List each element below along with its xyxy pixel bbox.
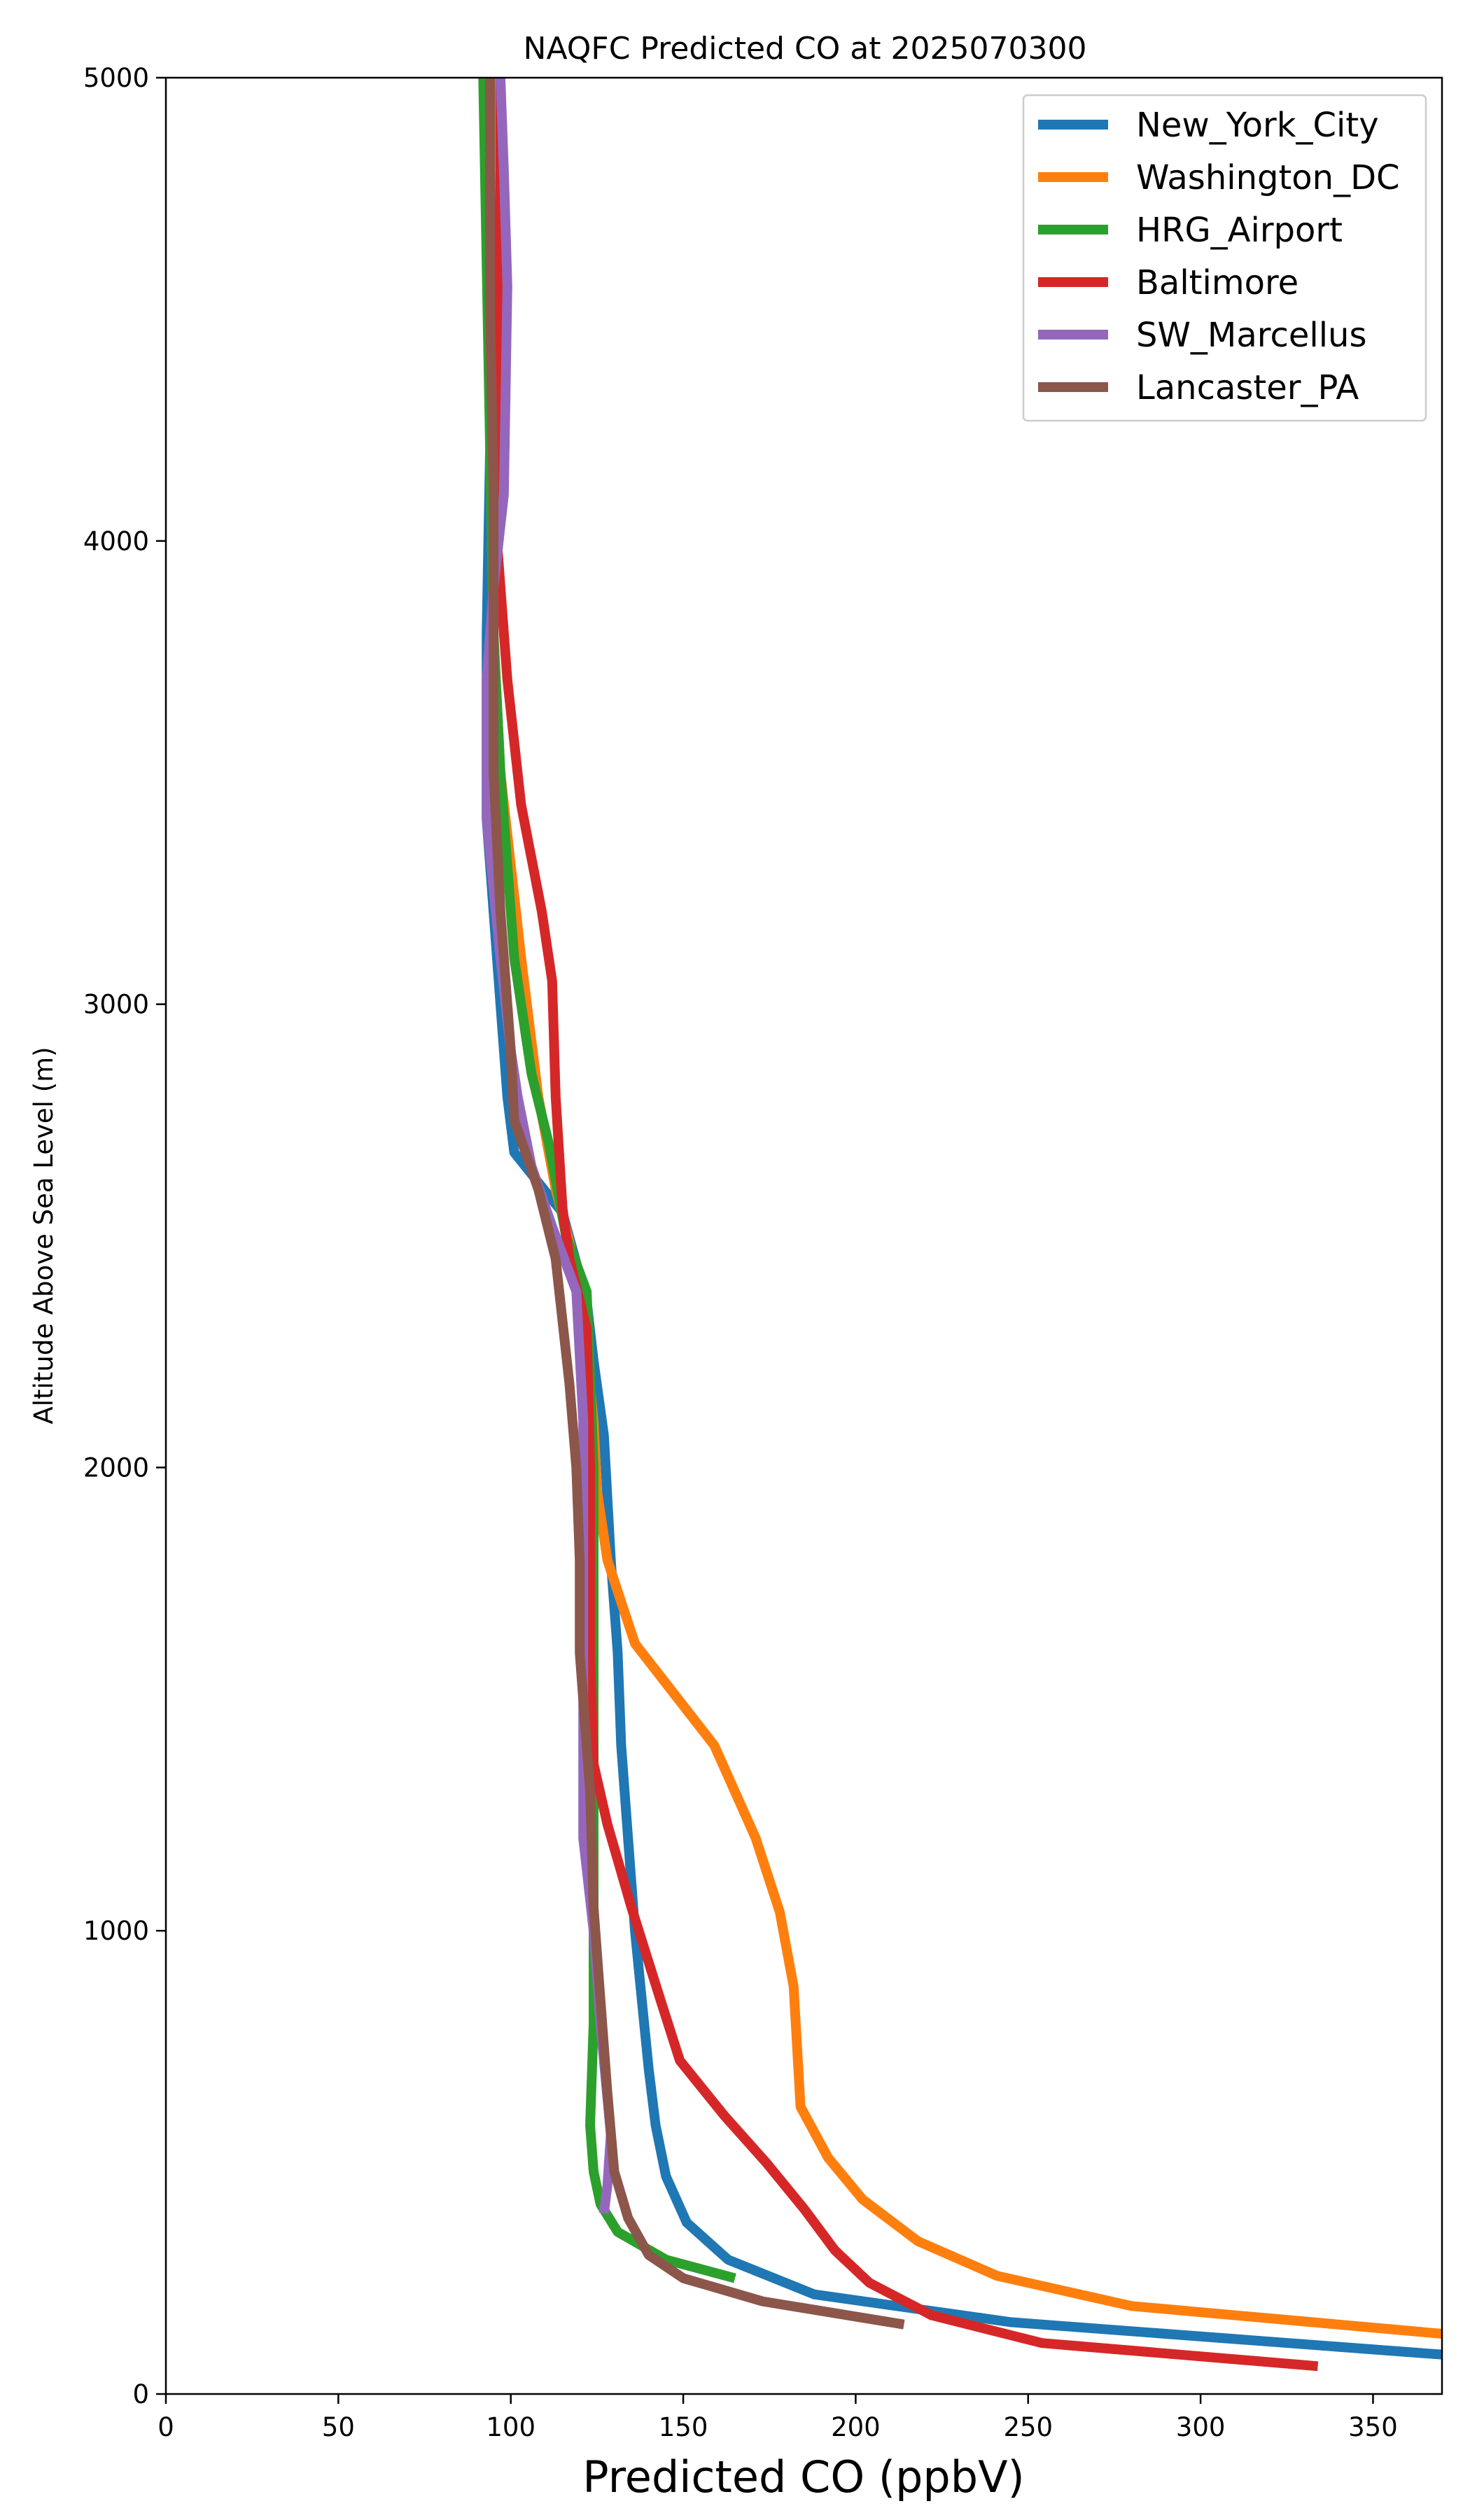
y-tick-label: 1000 — [83, 1916, 149, 1946]
x-tick-label: 300 — [1176, 2412, 1226, 2442]
legend-label: Lancaster_PA — [1136, 368, 1359, 407]
y-axis-ticks: 0 1000 2000 3000 4000 5000 — [83, 63, 166, 2409]
y-axis-label: Altitude Above Sea Level (m) — [29, 1046, 59, 1424]
x-tick-label: 350 — [1348, 2412, 1398, 2442]
legend-label: Baltimore — [1136, 263, 1298, 302]
y-tick-label: 5000 — [83, 63, 149, 93]
series-layer — [478, 78, 1442, 2372]
x-tick-label: 100 — [486, 2412, 536, 2442]
axes-frame — [164, 76, 1443, 2395]
y-tick-label: 2000 — [83, 1452, 149, 1483]
y-tick-label: 3000 — [83, 990, 149, 1020]
x-axis-label: Predicted CO (ppbV) — [582, 2451, 1024, 2502]
chart-title: NAQFC Predicted CO at 2025070300 — [524, 31, 1087, 66]
legend-frame — [1022, 94, 1427, 422]
legend-label: HRG_Airport — [1136, 211, 1343, 250]
legend-label: SW_Marcellus — [1136, 316, 1366, 355]
legend: New_York_City Washington_DC HRG_Airport Bal… — [1022, 94, 1427, 422]
y-tick-label: 0 — [132, 2379, 149, 2409]
legend-label: New_York_City — [1136, 106, 1379, 145]
x-tick-label: 250 — [1003, 2412, 1053, 2442]
series-line-lancaster-pa — [485, 78, 905, 2330]
legend-items: New_York_City Washington_DC HRG_Airport Bal… — [1038, 106, 1400, 407]
x-tick-label: 150 — [659, 2412, 708, 2442]
x-tick-label: 0 — [158, 2412, 174, 2442]
y-tick-label: 4000 — [83, 526, 149, 556]
plot-area — [164, 76, 1443, 2395]
x-tick-label: 200 — [831, 2412, 881, 2442]
x-axis-ticks: 0 50 100 150 200 250 300 350 — [158, 2394, 1398, 2442]
x-tick-label: 50 — [322, 2412, 355, 2442]
series-line-baltimore — [492, 78, 1319, 2372]
legend-label: Washington_DC — [1136, 158, 1400, 197]
